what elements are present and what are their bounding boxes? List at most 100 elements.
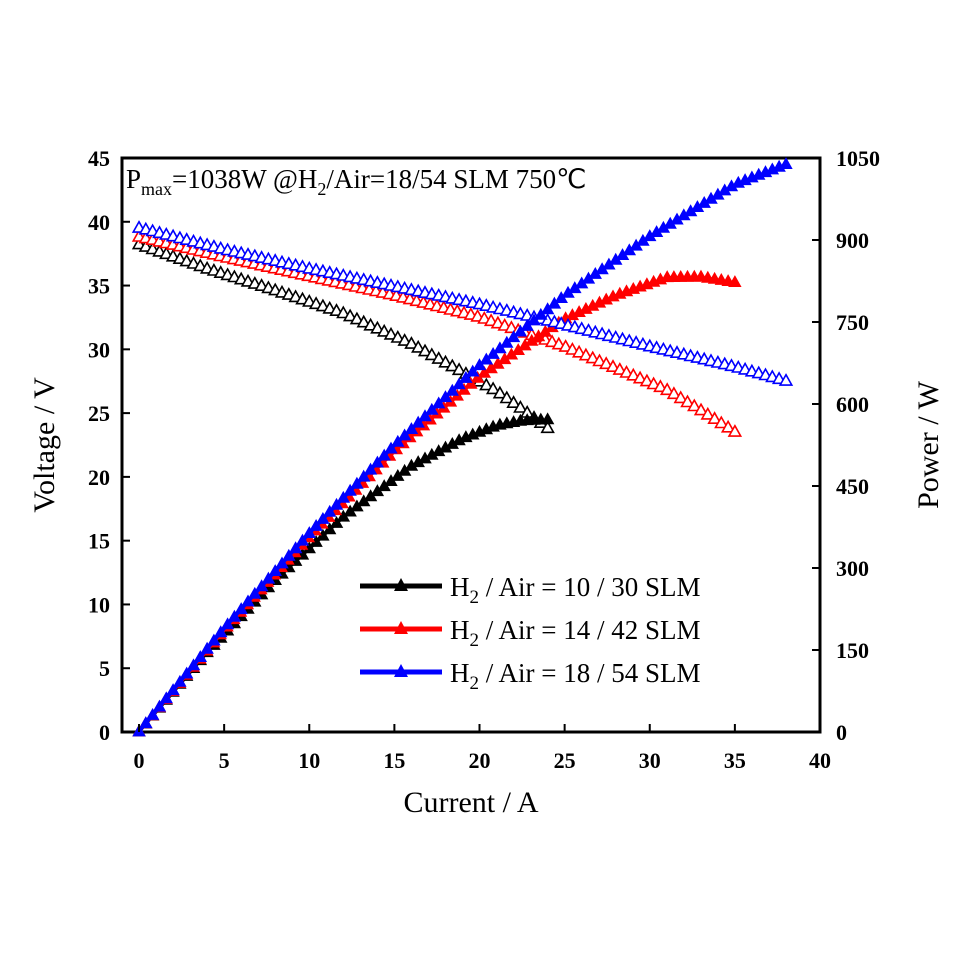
power-point-10-30: [329, 515, 344, 528]
y-tick-label: 45: [88, 146, 110, 171]
voltage-point-14-42: [605, 359, 621, 373]
voltage-point-14-42: [693, 402, 709, 416]
voltage-point-10-30: [438, 354, 453, 368]
y-tick-label: 5: [99, 656, 110, 681]
y-tick-label: 30: [88, 337, 110, 362]
y-tick-label: 15: [88, 529, 110, 554]
legend-label-14-42: H2 / Air = 14 / 42 SLM: [450, 615, 701, 651]
power-point-18-54: [384, 441, 398, 454]
legend-label-10-30: H2 / Air = 10 / 30 SLM: [450, 572, 701, 608]
voltage-point-14-42: [619, 364, 634, 378]
voltage-point-14-42: [639, 373, 655, 387]
y2-tick-label: 0: [836, 720, 847, 745]
voltage-point-10-30: [383, 326, 399, 340]
voltage-point-14-42: [626, 367, 641, 381]
voltage-point-10-30: [431, 351, 446, 364]
y-axis-title: Voltage / V: [28, 377, 61, 513]
power-point-14-42: [464, 376, 478, 389]
y2-tick-label: 150: [836, 638, 869, 663]
legend-item-14-42: H2 / Air = 14 / 42 SLM: [360, 615, 701, 651]
power-point-18-54: [193, 650, 208, 662]
voltage-point-10-30: [376, 323, 392, 337]
x-tick-label: 20: [469, 748, 491, 773]
power-point-18-54: [350, 476, 364, 489]
power-point-18-54: [363, 462, 378, 475]
legend: H2 / Air = 10 / 30 SLM H2 / Air = 14 / 4…: [360, 572, 701, 694]
legend-marker-14-42: [394, 621, 408, 634]
y2-tick-label: 600: [836, 392, 869, 417]
power-point-18-54: [207, 633, 221, 646]
power-point-18-54: [173, 674, 187, 687]
power-point-18-54: [288, 541, 303, 554]
power-point-18-54: [186, 658, 201, 671]
voltage-point-10-30: [411, 339, 426, 353]
power-point-18-54: [431, 396, 446, 409]
voltage-point-14-42: [659, 382, 675, 396]
x-tick-label: 5: [219, 748, 230, 773]
power-point-18-54: [343, 483, 357, 496]
x-tick-label: 30: [639, 748, 661, 773]
voltage-point-14-42: [646, 376, 661, 390]
voltage-point-10-30: [506, 395, 521, 409]
y-tick-label: 35: [88, 274, 110, 299]
power-point-18-54: [779, 157, 793, 169]
power-point-18-54: [309, 518, 323, 531]
y2-tick-label: 750: [836, 310, 869, 335]
voltage-point-10-30: [356, 314, 371, 328]
voltage-point-10-30: [370, 320, 385, 334]
x-tick-label: 0: [134, 748, 145, 773]
voltage-point-10-30: [485, 381, 501, 395]
voltage-point-14-42: [578, 347, 594, 361]
x-axis-title: Current / A: [404, 786, 539, 819]
x-tick-label: 40: [809, 748, 831, 773]
voltage-point-14-42: [720, 419, 736, 433]
power-point-18-54: [282, 548, 296, 561]
power-point-18-54: [159, 691, 173, 704]
power-point-18-54: [234, 602, 248, 615]
power-point-18-54: [214, 625, 228, 638]
legend-label-18-54: H2 / Air = 18 / 54 SLM: [450, 658, 701, 694]
power-point-18-54: [370, 455, 385, 468]
voltage-point-10-30: [336, 305, 351, 319]
voltage-point-10-30: [513, 399, 528, 413]
power-point-18-54: [241, 594, 255, 607]
x-tick-label: 25: [554, 748, 576, 773]
voltage-point-10-30: [363, 317, 378, 331]
legend-marker-10-30: [394, 578, 408, 591]
voltage-point-10-30: [424, 347, 440, 361]
power-point-18-54: [295, 533, 310, 546]
voltage-point-10-30: [349, 311, 365, 325]
power-point-18-54: [404, 422, 419, 434]
voltage-point-14-42: [565, 341, 580, 355]
voltage-point-14-42: [632, 370, 648, 384]
annotation: Pmax=1038W @H2/Air=18/54 SLM 750℃: [126, 164, 586, 199]
y-tick-label: 10: [88, 592, 110, 617]
voltage-point-14-42: [653, 379, 668, 393]
y-tick-label: 0: [99, 720, 110, 745]
power-point-18-54: [179, 666, 194, 679]
power-point-18-54: [329, 497, 344, 510]
series-18-54: [131, 157, 794, 737]
voltage-point-10-30: [451, 362, 467, 376]
voltage-point-10-30: [417, 343, 433, 357]
voltage-point-14-42: [599, 356, 614, 370]
power-point-18-54: [227, 609, 242, 622]
x-tick-label: 10: [298, 748, 320, 773]
voltage-point-14-42: [707, 411, 722, 425]
voltage-point-14-42: [571, 344, 587, 358]
power-point-18-54: [302, 526, 316, 538]
voltage-point-14-42: [612, 362, 627, 375]
x-tick-label: 35: [724, 748, 746, 773]
power-point-18-54: [139, 716, 153, 729]
plot-frame: [120, 156, 822, 734]
power-point-10-30: [540, 412, 555, 425]
legend-marker-18-54: [394, 664, 408, 677]
power-point-18-54: [411, 415, 425, 428]
voltage-point-10-30: [492, 385, 508, 399]
y-tick-label: 20: [88, 465, 110, 490]
voltage-point-10-30: [499, 390, 514, 404]
power-point-18-54: [418, 409, 432, 422]
voltage-point-14-42: [558, 339, 573, 352]
voltage-point-10-30: [445, 358, 460, 372]
